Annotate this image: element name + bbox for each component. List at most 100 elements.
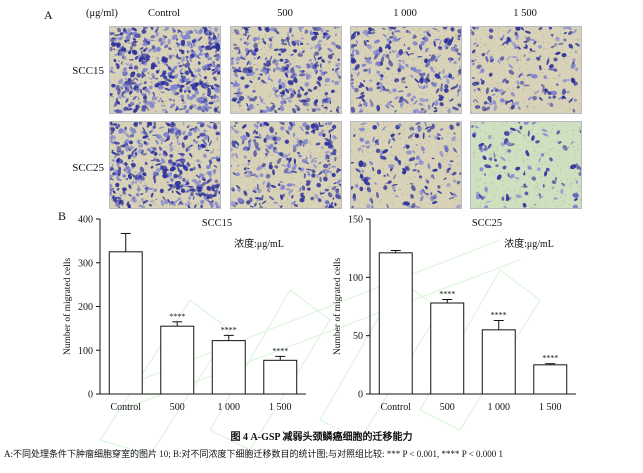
stained-cell — [117, 109, 124, 113]
stained-cell — [131, 196, 137, 203]
pore-dot — [156, 39, 158, 41]
pore-dot — [150, 109, 152, 111]
stained-cell — [522, 203, 527, 208]
stained-cell — [546, 102, 549, 105]
pore-dot — [332, 139, 334, 141]
pore-dot — [446, 154, 448, 155]
stained-cell — [515, 27, 521, 31]
pore-dot — [356, 85, 358, 87]
stained-cell — [515, 101, 520, 106]
pore-dot — [489, 33, 490, 35]
pore-dot — [580, 87, 581, 89]
pore-dot — [579, 55, 581, 57]
stained-cell — [289, 62, 292, 66]
pore-dot — [266, 126, 268, 128]
pore-dot — [279, 188, 281, 190]
stained-cell — [436, 133, 441, 137]
stained-cell — [218, 191, 220, 195]
pore-dot — [312, 97, 314, 99]
stained-cell — [191, 84, 195, 89]
stained-cell — [273, 201, 278, 204]
pore-dot — [386, 52, 388, 54]
pore-dot — [453, 205, 454, 207]
pore-dot — [213, 174, 215, 175]
pore-dot — [474, 54, 476, 56]
stained-cell — [153, 152, 158, 156]
pore-dot — [273, 102, 275, 104]
stained-cell — [321, 59, 325, 63]
pore-dot — [129, 137, 131, 138]
pore-dot — [240, 34, 242, 36]
pore-dot — [365, 150, 367, 152]
pore-dot — [142, 203, 144, 205]
stained-cell — [258, 202, 261, 206]
stained-cell — [264, 69, 268, 75]
stained-cell — [325, 154, 330, 160]
stained-cell — [423, 77, 429, 84]
stained-cell — [361, 110, 364, 112]
chart-title: SCC25 — [472, 218, 502, 229]
stained-cell — [166, 79, 173, 83]
pore-dot — [169, 84, 171, 86]
pore-dot — [122, 122, 124, 123]
stained-cell — [265, 148, 270, 154]
pore-dot — [528, 52, 530, 54]
pore-dot — [353, 202, 355, 204]
stained-cell — [291, 34, 294, 37]
pore-dot — [352, 169, 354, 171]
pore-dot — [449, 161, 451, 163]
stained-cell — [141, 92, 146, 96]
pore-dot — [149, 159, 151, 161]
stained-cell — [542, 132, 549, 137]
y-tick-label: 50 — [353, 331, 363, 342]
stained-cell — [164, 138, 170, 142]
stained-cell — [110, 174, 113, 179]
pore-dot — [175, 49, 177, 51]
stained-cell — [280, 126, 285, 131]
stained-cell — [257, 76, 261, 80]
pore-dot — [302, 152, 304, 154]
pore-dot — [522, 157, 524, 159]
stained-cell — [321, 104, 324, 107]
stained-cell — [178, 49, 184, 53]
stained-cell — [294, 164, 298, 167]
pore-dot — [254, 186, 256, 188]
stained-cell — [254, 174, 259, 178]
stained-cell — [202, 106, 205, 112]
pore-dot — [288, 53, 290, 55]
stained-cell — [401, 76, 406, 81]
stained-cell — [449, 191, 454, 196]
stained-cell — [231, 82, 234, 85]
stained-cell — [410, 74, 414, 78]
pore-dot — [260, 81, 262, 83]
stained-cell — [160, 159, 166, 164]
stained-cell — [305, 168, 313, 171]
pore-dot — [358, 201, 360, 203]
stained-cell — [363, 79, 366, 83]
stained-cell — [176, 173, 182, 178]
stained-cell — [215, 183, 219, 189]
stained-cell — [243, 155, 247, 159]
pore-dot — [326, 126, 328, 128]
stained-cell — [420, 40, 425, 47]
stained-cell — [510, 91, 516, 97]
stained-cell — [412, 41, 418, 46]
pore-dot — [377, 190, 379, 191]
stained-cell — [392, 50, 397, 53]
stained-cell — [568, 43, 574, 49]
stained-cell — [316, 182, 322, 188]
pore-dot — [517, 40, 519, 42]
stained-cell — [213, 27, 219, 32]
pore-dot — [291, 205, 293, 207]
stained-cell — [125, 35, 131, 40]
pore-dot — [112, 98, 114, 100]
pore-dot — [459, 199, 460, 201]
stained-cell — [328, 54, 333, 60]
pore-dot — [490, 183, 492, 185]
stained-cell — [351, 78, 354, 82]
stained-cell — [457, 28, 461, 34]
pore-dot — [419, 28, 421, 30]
stained-cell — [325, 157, 327, 161]
stained-cell — [309, 62, 315, 69]
stained-cell — [206, 124, 213, 129]
